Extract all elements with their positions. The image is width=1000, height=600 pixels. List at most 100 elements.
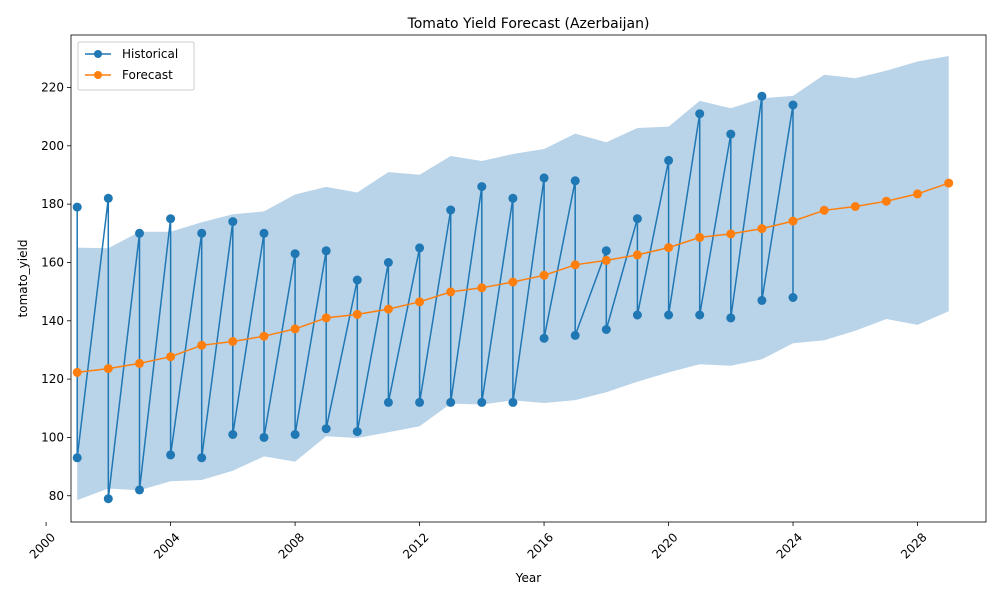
x-axis-label: Year	[515, 571, 541, 585]
y-tick-label: 140	[41, 314, 64, 328]
series-line-historical	[76, 96, 794, 499]
data-point-historical	[166, 214, 176, 224]
data-point-historical	[228, 430, 238, 439]
data-point-forecast	[228, 337, 238, 346]
data-point-forecast	[197, 340, 207, 350]
data-point-historical	[383, 258, 393, 267]
data-point-forecast	[321, 313, 331, 323]
y-axis-label: tomato_yield	[16, 240, 30, 318]
data-point-historical	[601, 246, 611, 256]
data-point-forecast	[135, 358, 144, 368]
legend-label-forecast: Forecast	[122, 68, 173, 82]
data-point-forecast	[944, 178, 954, 188]
data-point-forecast	[415, 297, 425, 307]
data-point-forecast	[539, 270, 549, 280]
data-point-historical	[197, 228, 207, 238]
data-point-historical	[664, 310, 674, 320]
data-point-forecast	[508, 277, 518, 287]
data-point-forecast	[757, 224, 767, 234]
data-point-forecast	[788, 216, 798, 226]
data-point-forecast	[913, 189, 922, 199]
data-point-historical	[103, 193, 113, 203]
data-point-forecast	[601, 255, 611, 265]
data-point-historical	[539, 173, 549, 183]
y-tick-label: 180	[41, 197, 64, 211]
data-point-historical	[135, 485, 144, 495]
data-point-historical	[290, 249, 300, 259]
data-point-historical	[726, 129, 736, 139]
plot-area	[72, 56, 954, 504]
data-point-historical	[228, 217, 238, 227]
data-point-forecast	[881, 196, 891, 206]
data-point-forecast	[726, 229, 736, 239]
data-point-historical	[321, 424, 331, 434]
y-tick-label: 200	[41, 139, 64, 153]
legend-marker-historical	[94, 50, 102, 58]
data-point-forecast	[695, 232, 705, 242]
data-point-historical	[259, 228, 269, 238]
data-point-historical	[570, 330, 580, 340]
data-point-historical	[135, 228, 144, 238]
data-point-historical	[726, 313, 736, 323]
data-point-forecast	[446, 287, 456, 297]
data-point-historical	[539, 333, 549, 343]
data-point-historical	[570, 176, 580, 186]
legend-marker-forecast	[94, 71, 102, 79]
plot-frame	[70, 34, 987, 523]
y-tick-label: 120	[41, 372, 64, 386]
data-point-historical	[352, 427, 362, 437]
data-point-forecast	[103, 364, 113, 374]
legend: Historical Forecast	[77, 41, 195, 91]
data-point-historical	[757, 91, 767, 101]
series-points-forecast	[72, 178, 954, 377]
data-point-historical	[197, 453, 207, 463]
data-point-historical	[788, 100, 798, 110]
data-point-historical	[757, 295, 767, 305]
data-point-forecast	[477, 283, 487, 293]
series-points-historical	[72, 91, 798, 504]
data-point-historical	[415, 243, 425, 253]
data-point-forecast	[72, 367, 82, 377]
y-tick-label: 80	[49, 489, 64, 503]
data-point-forecast	[166, 352, 176, 362]
data-point-historical	[601, 325, 611, 334]
data-point-historical	[508, 193, 518, 203]
y-tick-label: 220	[41, 80, 64, 94]
data-point-forecast	[570, 260, 580, 270]
data-point-historical	[664, 155, 674, 165]
data-point-historical	[290, 430, 300, 439]
data-point-forecast	[664, 243, 674, 253]
data-point-historical	[166, 450, 176, 460]
y-tick-label: 100	[41, 430, 64, 444]
data-point-historical	[695, 109, 705, 119]
data-point-historical	[72, 202, 82, 212]
data-point-forecast	[819, 205, 829, 215]
data-point-forecast	[259, 331, 269, 341]
data-point-historical	[259, 432, 269, 442]
data-point-historical	[788, 293, 798, 302]
data-point-forecast	[850, 202, 860, 211]
y-tick-label: 160	[41, 255, 64, 269]
data-point-historical	[477, 182, 487, 192]
data-point-forecast	[352, 309, 362, 319]
data-point-historical	[415, 397, 425, 407]
data-point-historical	[321, 246, 331, 256]
data-point-historical	[383, 397, 393, 407]
data-point-historical	[446, 397, 456, 407]
data-point-forecast	[632, 250, 642, 260]
data-point-historical	[352, 275, 362, 285]
y-axis: 80 100 120 140 160 180 200 220	[41, 80, 71, 503]
legend-label-historical: Historical	[122, 47, 178, 61]
data-point-historical	[446, 205, 456, 215]
data-point-forecast	[290, 324, 300, 334]
data-point-historical	[695, 310, 705, 320]
data-point-historical	[632, 214, 642, 224]
data-point-historical	[477, 397, 487, 407]
data-point-historical	[72, 453, 82, 463]
data-point-historical	[508, 397, 518, 407]
chart-title: Tomato Yield Forecast (Azerbaijan)	[407, 16, 650, 32]
data-point-historical	[632, 310, 642, 320]
data-point-historical	[103, 494, 113, 504]
data-point-forecast	[383, 304, 393, 314]
